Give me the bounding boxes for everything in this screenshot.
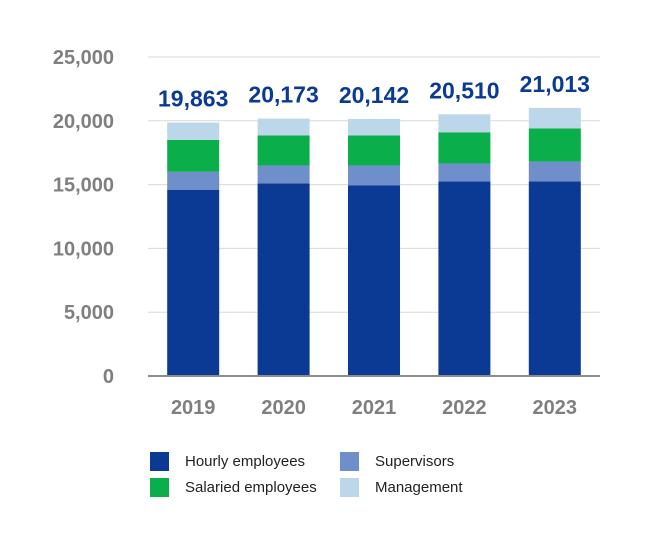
- bar-segment: [348, 118, 400, 136]
- bar-segment: [167, 139, 220, 172]
- bar-total-label: 20,173: [248, 82, 318, 108]
- bar-total-label: 21,013: [520, 71, 590, 97]
- legend-label-management: Management: [375, 479, 463, 496]
- bar-segment: [167, 171, 220, 190]
- stacked-bar-chart: 0 5,000 10,000 15,000 20,000 25,000 19,863 2019…: [53, 47, 600, 419]
- legend-swatch-supervisors: [340, 452, 359, 471]
- bar-segment: [438, 163, 491, 182]
- bar-total-label: 19,863: [158, 86, 228, 112]
- legend-label-hourly: Hourly employees: [185, 453, 306, 470]
- x-tick-label: 2019: [171, 397, 216, 419]
- y-tick-label: 5,000: [64, 302, 114, 324]
- bar-segment: [528, 128, 581, 162]
- bar-segment: [528, 161, 581, 182]
- bar-segment: [528, 107, 581, 129]
- bar-segment: [528, 181, 581, 376]
- legend-item-management: Management: [340, 478, 463, 497]
- legend-swatch-hourly: [150, 452, 169, 471]
- legend-item-salaried: Salaried employees: [150, 478, 317, 497]
- x-tick-label: 2022: [442, 397, 487, 419]
- bar-segment: [167, 122, 220, 140]
- y-tick-label: 15,000: [53, 175, 114, 197]
- legend-label-salaried: Salaried employees: [185, 479, 317, 496]
- legend-swatch-salaried: [150, 478, 169, 497]
- legend-item-hourly: Hourly employees: [150, 452, 305, 471]
- bar-segment: [257, 118, 310, 136]
- legend-item-supervisors: Supervisors: [340, 452, 454, 471]
- bar-total-label: 20,510: [429, 77, 499, 103]
- bars: [167, 107, 581, 376]
- y-tick-label: 20,000: [53, 111, 114, 133]
- bar-segment: [257, 135, 310, 166]
- bar-segment: [348, 165, 400, 186]
- bar-segment: [348, 185, 400, 376]
- labels: 0 5,000 10,000 15,000 20,000 25,000 19,863 2019…: [53, 47, 590, 419]
- y-tick-label: 25,000: [53, 47, 114, 69]
- bar-total-label: 20,142: [339, 82, 409, 108]
- y-tick-label: 10,000: [53, 238, 114, 260]
- legend-swatch-management: [340, 478, 359, 497]
- bar-segment: [438, 132, 491, 164]
- bar-segment: [438, 114, 491, 133]
- bar-segment: [438, 181, 491, 376]
- bar-segment: [167, 189, 220, 376]
- x-tick-label: 2023: [533, 397, 578, 419]
- bar-segment: [348, 135, 400, 166]
- x-tick-label: 2020: [261, 397, 306, 419]
- bar-segment: [257, 183, 310, 376]
- y-tick-label: 0: [103, 366, 114, 388]
- bar-segment: [257, 165, 310, 184]
- legend-label-supervisors: Supervisors: [375, 453, 455, 470]
- x-tick-label: 2021: [352, 397, 397, 419]
